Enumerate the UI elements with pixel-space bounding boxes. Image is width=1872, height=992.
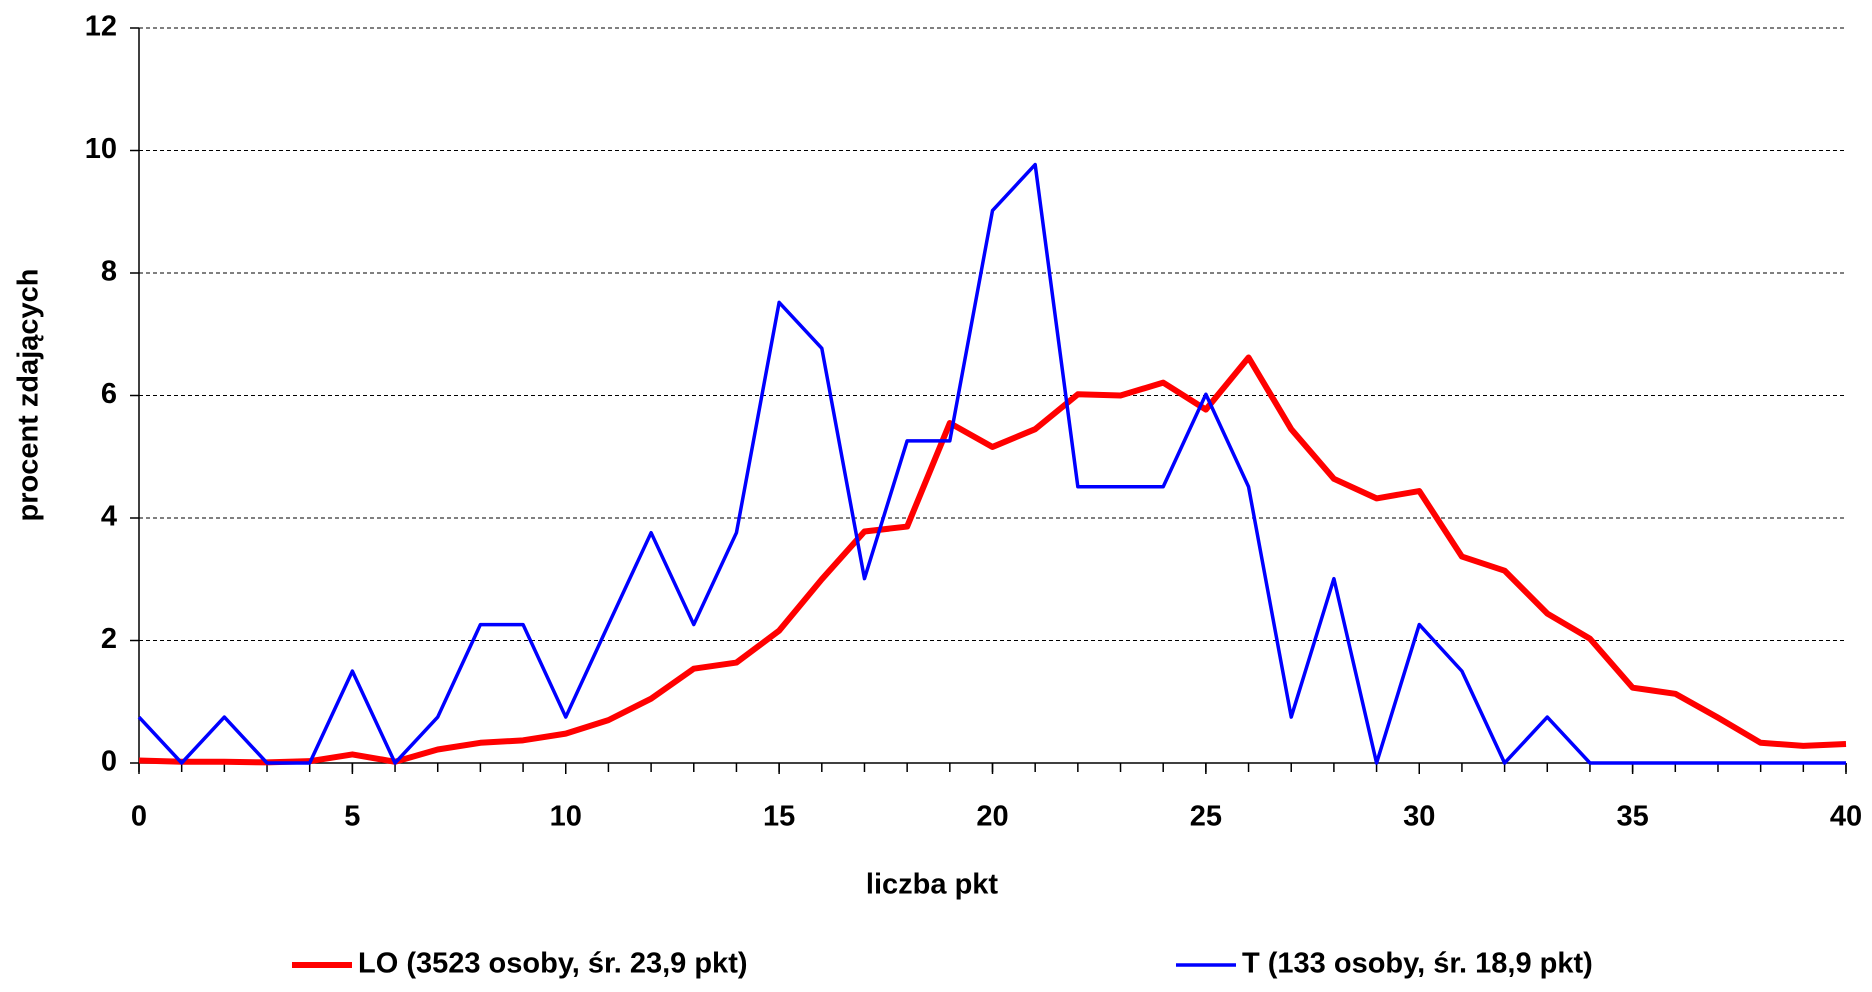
x-tick-label: 0 (131, 801, 147, 833)
y-tick-label: 10 (85, 133, 117, 165)
legend-label: T (133 osoby, śr. 18,9 pkt) (1242, 948, 1593, 980)
x-tick-label: 10 (550, 801, 582, 833)
y-tick-label: 6 (101, 378, 117, 410)
x-axis-label: liczba pkt (866, 869, 998, 901)
x-tick-label: 15 (763, 801, 795, 833)
x-tick-label: 25 (1190, 801, 1222, 833)
y-tick-label: 12 (85, 11, 117, 43)
series-line (137, 162, 1846, 765)
x-tick-label: 30 (1403, 801, 1435, 833)
x-tick-label: 20 (976, 801, 1008, 833)
x-tick-label: 40 (1830, 801, 1862, 833)
legend-label: LO (3523 osoby, śr. 23,9 pkt) (358, 948, 748, 980)
y-tick-label: 0 (101, 746, 117, 778)
series-line (138, 354, 1847, 766)
y-tick-label: 8 (101, 256, 117, 288)
x-tick-label: 35 (1616, 801, 1648, 833)
y-tick-label: 2 (101, 623, 117, 655)
y-axis-label: procent zdających (13, 268, 45, 521)
y-tick-label: 4 (101, 501, 117, 533)
x-tick-label: 5 (344, 801, 360, 833)
